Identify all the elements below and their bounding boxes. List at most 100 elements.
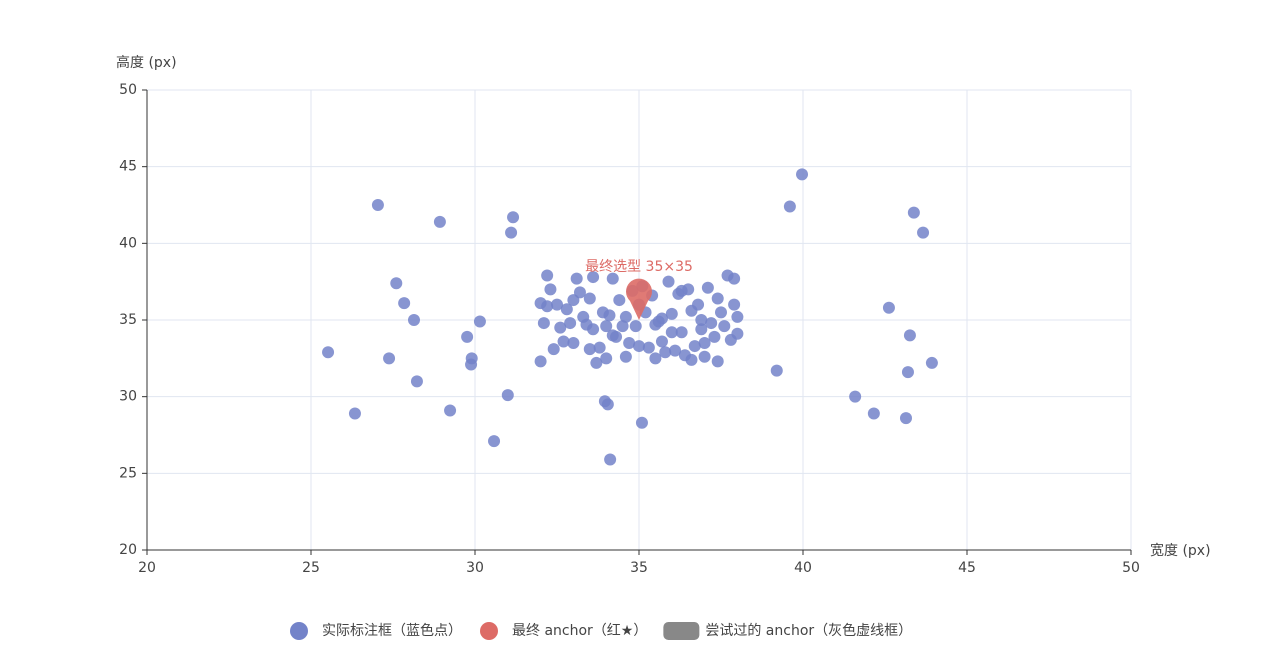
point	[348, 407, 361, 420]
point	[473, 315, 486, 328]
point	[541, 300, 554, 313]
point	[601, 398, 614, 411]
x-axis-title: 宽度 (px)	[1150, 542, 1211, 559]
point	[903, 329, 916, 342]
y-tick-label: 25	[119, 465, 137, 481]
point	[698, 337, 711, 349]
y-tick-label: 45	[119, 159, 137, 175]
point	[505, 226, 518, 239]
point	[695, 314, 708, 326]
point	[619, 350, 632, 363]
point	[659, 346, 672, 359]
legend-swatch	[480, 622, 498, 640]
point	[849, 390, 862, 403]
point	[590, 356, 603, 369]
x-tick-label: 20	[138, 560, 156, 576]
point	[600, 320, 613, 333]
point	[731, 327, 744, 340]
point	[616, 320, 629, 333]
point	[593, 341, 606, 354]
anchor-pin	[626, 278, 652, 320]
point	[603, 309, 616, 322]
point	[573, 286, 586, 299]
point	[901, 366, 914, 379]
point	[715, 306, 727, 319]
point	[705, 317, 718, 330]
y-tick-label: 35	[119, 312, 137, 328]
point	[613, 294, 626, 307]
point	[665, 326, 678, 339]
point	[655, 335, 668, 348]
x-tick-label: 35	[630, 560, 648, 576]
legend-swatch	[290, 622, 308, 640]
point	[371, 199, 384, 211]
point	[537, 317, 550, 330]
y-tick-label: 50	[119, 82, 137, 98]
point	[770, 364, 783, 377]
point	[633, 340, 645, 353]
point	[675, 284, 688, 297]
point	[398, 297, 411, 310]
point	[662, 275, 675, 288]
point	[728, 298, 741, 311]
point	[669, 344, 682, 357]
point	[711, 355, 724, 368]
x-tick-label: 50	[1122, 560, 1140, 576]
point	[619, 310, 632, 323]
x-tick-label: 25	[302, 560, 320, 576]
point	[610, 330, 623, 343]
point	[695, 323, 708, 336]
point	[465, 358, 478, 371]
point	[444, 404, 457, 417]
annotation: 最终选型 35×35	[585, 259, 693, 275]
point	[604, 453, 617, 466]
y-tick-label: 20	[119, 542, 137, 558]
point	[390, 277, 403, 290]
point	[629, 320, 642, 333]
x-tick-label: 45	[958, 560, 976, 576]
y-tick-label: 30	[119, 389, 137, 405]
point	[867, 407, 880, 420]
point	[731, 310, 744, 323]
point	[698, 350, 711, 363]
point	[925, 356, 938, 369]
point	[708, 330, 721, 343]
point	[564, 317, 577, 330]
point	[635, 416, 648, 429]
point	[649, 318, 662, 331]
point	[685, 353, 698, 366]
point	[407, 314, 420, 326]
point	[899, 412, 912, 425]
point	[554, 321, 567, 334]
point	[501, 389, 514, 402]
point	[541, 269, 554, 282]
point	[649, 352, 662, 365]
point	[507, 211, 520, 224]
x-tick-label: 40	[794, 560, 812, 576]
point	[882, 301, 895, 314]
point	[461, 330, 474, 343]
point	[383, 352, 396, 365]
legend-swatch	[663, 622, 700, 640]
point	[718, 320, 731, 333]
point	[570, 272, 583, 285]
point	[488, 435, 501, 448]
point	[688, 340, 701, 353]
point	[600, 352, 613, 365]
point	[410, 375, 423, 388]
point	[728, 272, 741, 285]
point	[917, 226, 930, 239]
point	[567, 337, 580, 349]
point	[907, 206, 920, 219]
point	[642, 341, 655, 354]
legend-label: 尝试过的 anchor（灰色虚线框）	[705, 622, 912, 639]
point	[623, 337, 636, 349]
point	[560, 303, 573, 316]
point	[796, 168, 809, 181]
point	[433, 215, 446, 228]
point	[606, 272, 619, 285]
point	[675, 326, 688, 339]
point	[665, 307, 678, 320]
y-axis-title: 高度 (px)	[116, 54, 177, 71]
